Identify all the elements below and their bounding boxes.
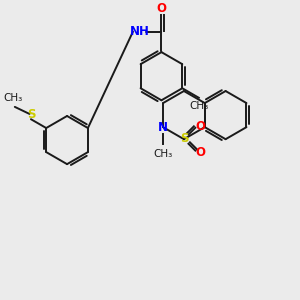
Text: O: O (195, 120, 205, 133)
Text: N: N (158, 121, 168, 134)
Text: CH₃: CH₃ (189, 101, 208, 111)
Text: CH₃: CH₃ (4, 93, 23, 103)
Text: O: O (156, 2, 167, 15)
Text: CH₃: CH₃ (153, 149, 173, 159)
Text: O: O (195, 146, 205, 159)
Text: S: S (27, 108, 35, 121)
Text: S: S (180, 132, 189, 146)
Text: NH: NH (130, 25, 149, 38)
